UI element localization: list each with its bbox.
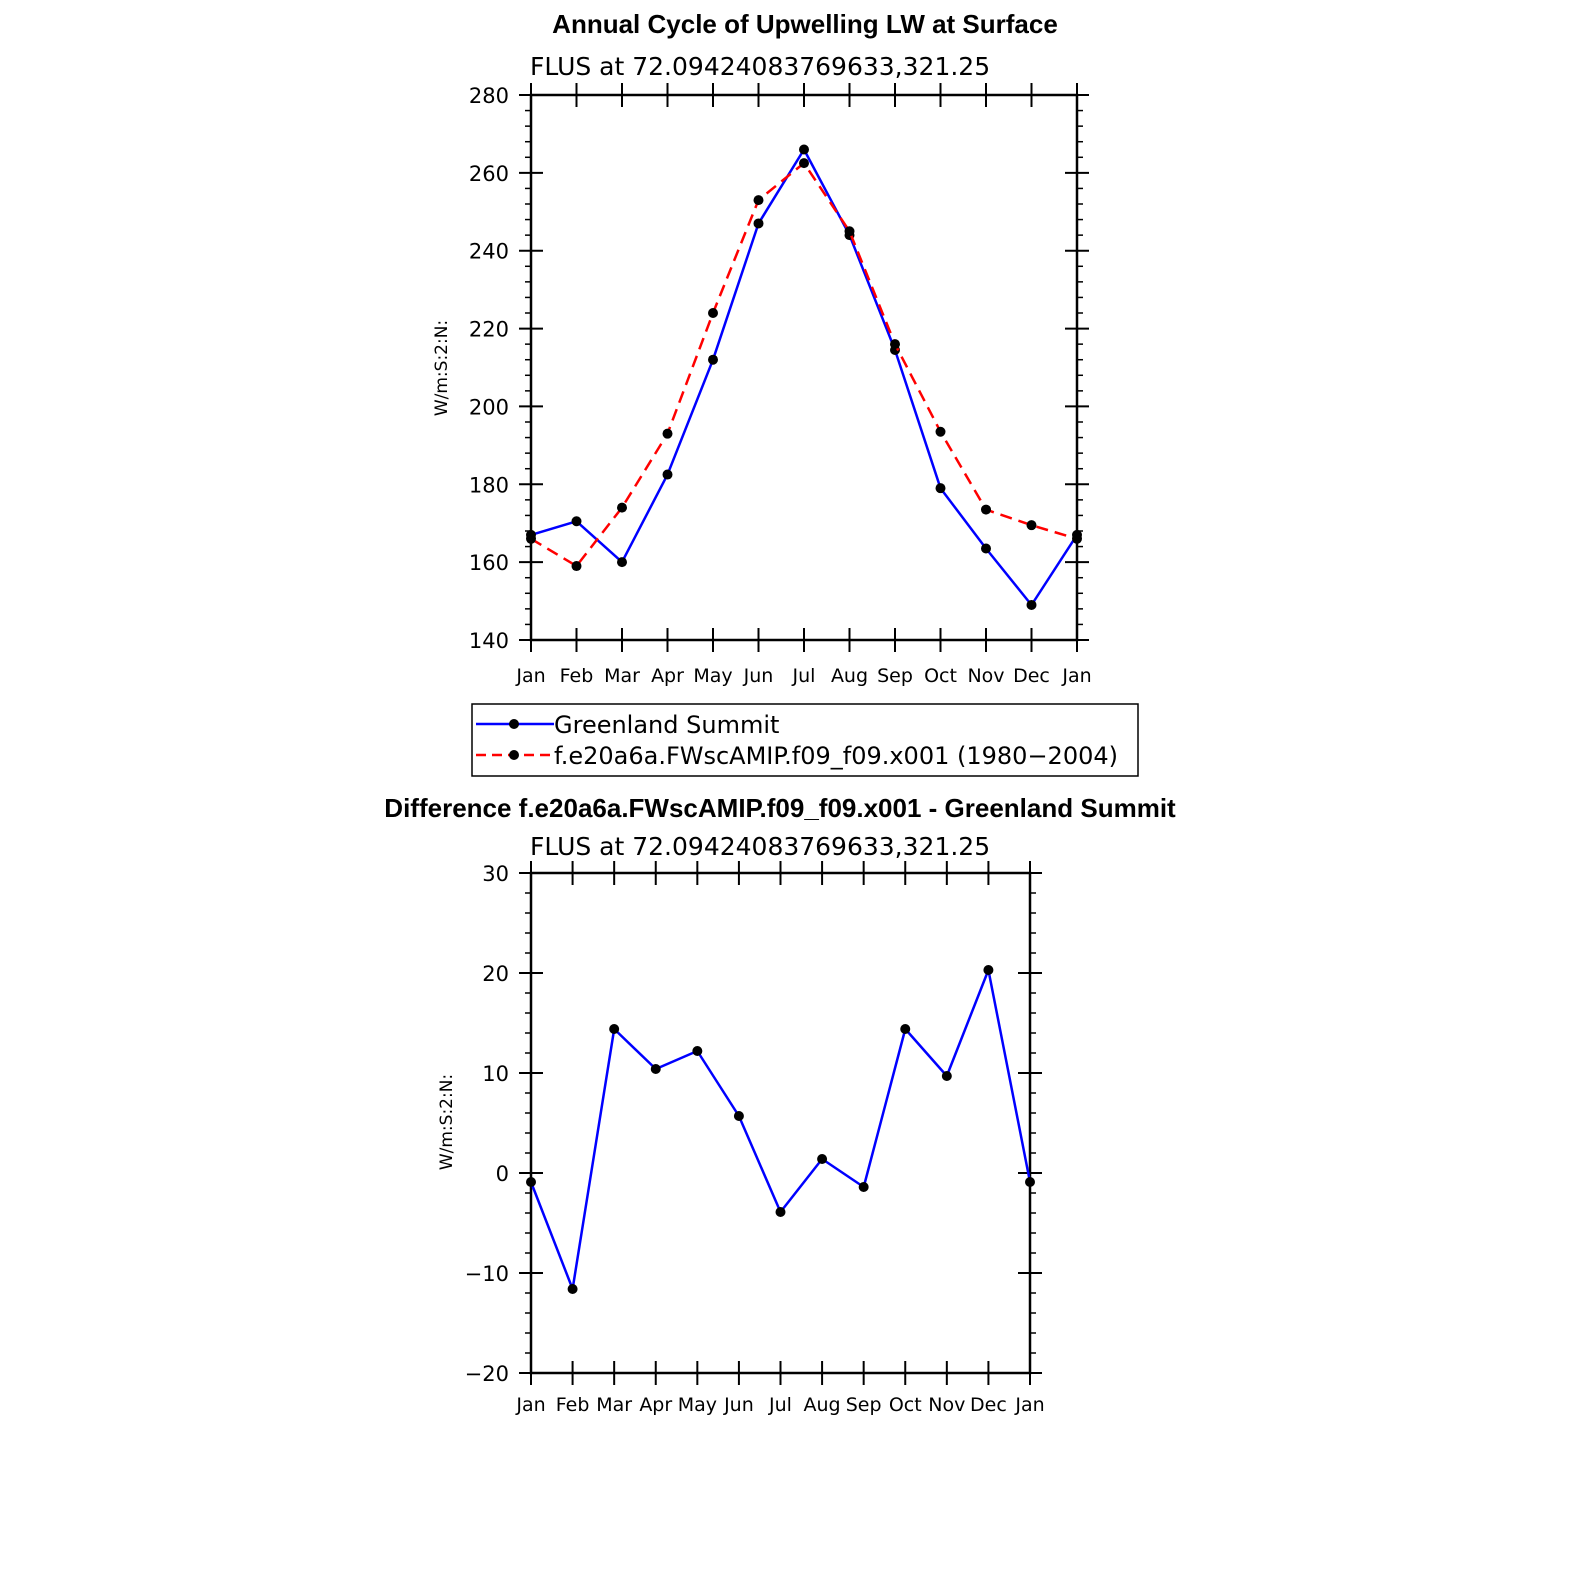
chart1-series-0-point [662,469,673,480]
chart1-xtick-label: Oct [924,665,957,687]
legend-marker-greenland [509,719,519,729]
chart2-series-0-point [650,1064,661,1074]
chart1-series-1-point [1026,520,1037,531]
chart1-series-line-0 [530,148,1079,607]
chart2-xtick-label: Jan [1014,1394,1044,1416]
chart2-xtick-label: Sep [846,1394,882,1416]
chart2-xtick-label: Feb [556,1394,590,1416]
chart1-ytick-label: 220 [469,318,509,342]
chart1-xtick-label: Feb [560,665,594,687]
chart1-xtick-label: Jan [1061,665,1091,687]
chart1-xtick-label: Jul [792,665,816,687]
chart1-ytick-label: 280 [469,84,509,108]
legend-marker-model [509,750,519,760]
chart2-xtick-label: Dec [970,1394,1007,1416]
chart1-ytick-label: 260 [469,162,509,186]
chart1-xtick-label: Dec [1013,665,1050,687]
legend-label-greenland: Greenland Summit [554,711,779,739]
chart1-series-group [526,144,1082,610]
chart1-ytick-label: 180 [469,473,509,497]
chart2-subtitle: FLUS at 72.09424083769633,321.25 [530,832,990,861]
chart1-xtick-label: May [693,665,732,687]
chart2-xtick-label: Jun [723,1394,754,1416]
chart1-series-1-point [1072,533,1082,544]
chart2-series-0-point [567,1284,578,1294]
chart1-ytick-label: 240 [469,240,509,264]
chart1-series-0-point [799,144,809,155]
chart1-legend: Greenland Summit f.e20a6a.FWscAMIP.f09_f… [471,703,1139,777]
chart1-subtitle: FLUS at 72.09424083769633,321.25 [530,52,990,81]
chart1-series-1-point [708,308,718,318]
chart2-series-0-point [858,1182,869,1192]
chart2-xtick-label: May [678,1394,717,1416]
chart2-xtick-label: Aug [804,1394,841,1416]
legend-label-model: f.e20a6a.FWscAMIP.f09_f09.x001 (1980−200… [554,742,1118,770]
chart2-series-0-point [817,1154,828,1164]
chart1-y-axis-label: W/m:S:2:N: [432,320,452,416]
chart1-series-1-point [935,426,946,437]
chart1-y-axis: 140 160 180 200 220 240 260 280 [469,84,1089,653]
chart2-ytick-label: 0 [496,1162,509,1186]
chart2-xtick-label: Nov [928,1394,965,1416]
chart2-series-0-point [733,1111,744,1121]
chart1-series-0-point [1026,599,1037,610]
chart1-series-line-1 [530,161,1078,568]
legend-box [471,703,1139,777]
chart1-xtick-label: Jun [743,665,774,687]
chart1-xtick-label: Jan [515,665,545,687]
chart1-series-1-point [571,561,582,572]
chart2-x-axis: Jan Feb Mar Apr May Jun Jul Aug Sep Oct Nov Dec Jan [515,861,1045,1416]
chart1-title: Annual Cycle of Upwelling LW at Surface [552,9,1058,39]
chart1-series-0-point [935,483,946,494]
chart1-series-0-point [708,354,718,365]
chart2-series-0-point [1025,1177,1035,1187]
chart1-xtick-label: Apr [651,665,684,687]
chart2-ytick-label: 10 [482,1062,509,1086]
chart1-series-0-point [753,218,764,229]
chart1-ytick-label: 160 [469,551,509,575]
chart1-series-1-point [662,428,673,439]
chart2-series-group [526,965,1035,1294]
chart2-frame-border [529,871,1032,1375]
chart1-series-1-point [617,502,627,513]
chart1-xtick-label: Sep [877,665,913,687]
chart2-title: Difference f.e20a6a.FWscAMIP.f09_f09.x00… [384,793,1176,823]
chart2-xtick-label: Mar [596,1394,632,1416]
chart1-xtick-label: Aug [831,665,868,687]
chart2-series-0-point [775,1207,786,1217]
chart1-series-1-point [844,226,855,237]
chart2-series-0-point [900,1024,911,1034]
chart1-series-1-point [890,339,900,350]
chart2-y-axis-label: W/m:S:2:N: [437,1074,457,1170]
chart1-x-axis: Jan Feb Mar Apr May Jun Jul Aug Sep Oct Nov Dec Jan [515,83,1092,687]
chart1-series-1-point [526,533,536,544]
chart2-ytick-label: −10 [465,1262,509,1286]
chart2-series-0-point [692,1046,703,1056]
chart1-ytick-label: 140 [469,629,509,653]
chart1-xtick-label: Nov [967,665,1004,687]
chart2-y-axis: −20 −10 0 10 20 30 [465,862,1042,1386]
chart2-series-0-point [609,1024,620,1034]
chart2-series-0-point [941,1071,952,1081]
chart1-series-1-point [799,158,809,169]
chart1-ytick-label: 200 [469,395,509,419]
chart2-series-0-point [526,1177,536,1187]
chart2-xtick-label: Apr [639,1394,672,1416]
chart2-xtick-label: Oct [889,1394,922,1416]
chart1-series-0-point [981,543,991,554]
chart1-series-0-point [571,516,582,527]
chart2-xtick-label: Jan [515,1394,545,1416]
chart1-series-0-point [617,557,627,568]
chart2-xtick-label: Jul [768,1394,792,1416]
chart2-series-0-point [983,965,994,975]
chart1-xtick-label: Mar [604,665,640,687]
chart1-series-1-point [981,504,991,515]
chart2-ytick-label: 30 [482,862,509,886]
chart2-ytick-label: 20 [482,962,509,986]
chart1-series-1-point [753,195,764,206]
chart2-series-line-0 [529,968,1032,1291]
chart2-ytick-label: −20 [465,1362,509,1386]
chart2-plot-area [529,871,1032,1375]
